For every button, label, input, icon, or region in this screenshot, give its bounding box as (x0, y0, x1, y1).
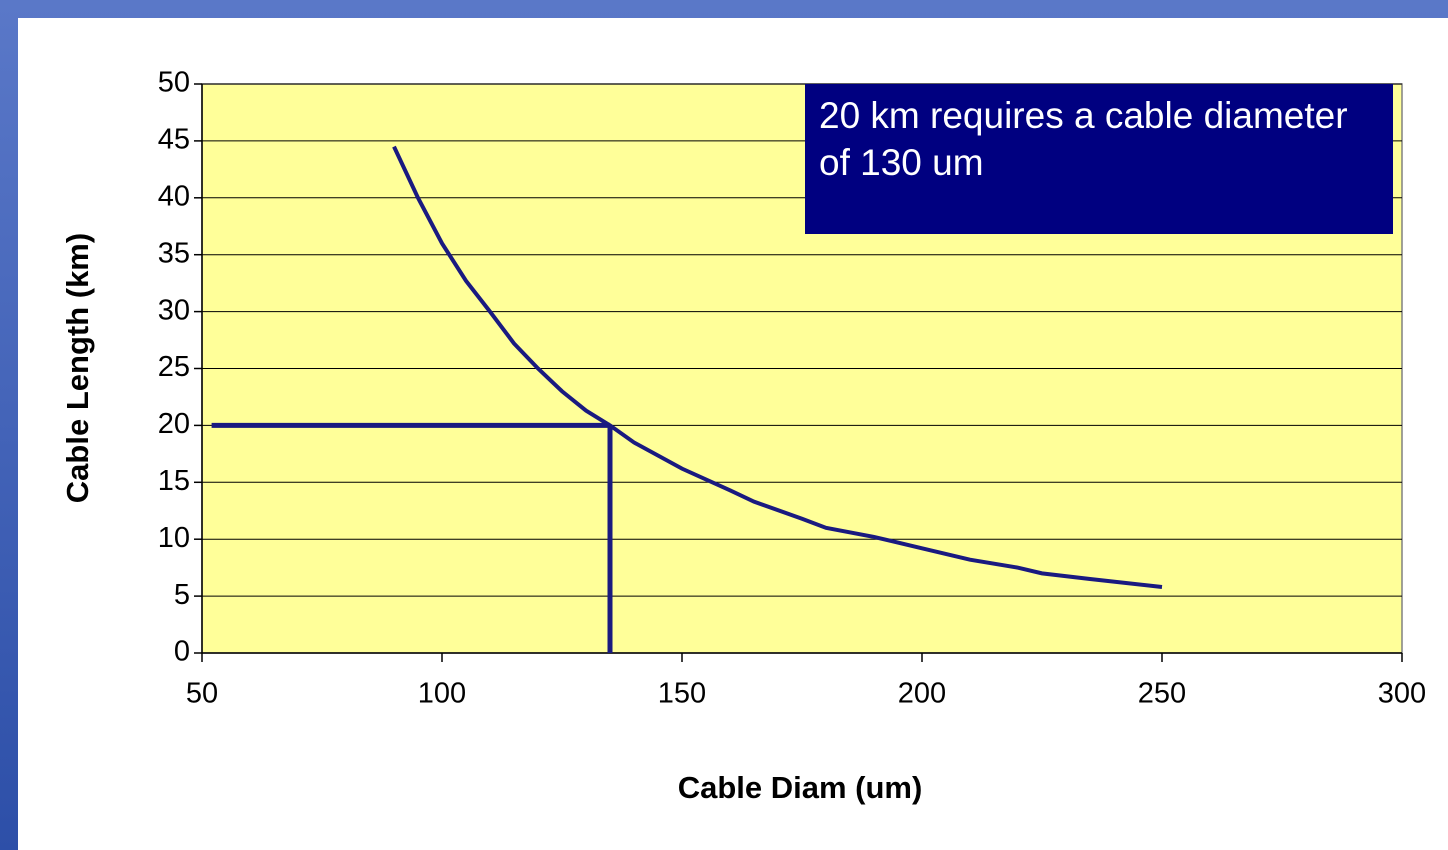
data-line (392, 145, 1163, 589)
y-tick-label: 40 (158, 180, 190, 212)
x-tick-label: 250 (1138, 678, 1186, 710)
annotation: 20 km requires a cable diameter of 130 u… (805, 84, 1393, 234)
y-tick-label: 20 (158, 408, 190, 440)
x-axis-title: Cable Diam (um) (678, 770, 923, 805)
y-tick-label: 5 (174, 579, 190, 611)
x-tick-label: 300 (1378, 678, 1426, 710)
y-tick-label: 10 (158, 522, 190, 554)
y-tick-label: 45 (158, 124, 190, 156)
y-axis-title: Cable Length (km) (60, 233, 95, 503)
x-tick-label: 50 (186, 678, 218, 710)
y-tick-label: 35 (158, 237, 190, 269)
y-tick-label: 50 (158, 67, 190, 99)
y-tick-label: 15 (158, 465, 190, 497)
y-tick-label: 30 (158, 294, 190, 326)
y-tick-label: 25 (158, 351, 190, 383)
y-tick-label: 0 (174, 636, 190, 668)
x-tick-label: 100 (418, 678, 466, 710)
x-tick-label: 150 (658, 678, 706, 710)
x-tick-label: 200 (898, 678, 946, 710)
